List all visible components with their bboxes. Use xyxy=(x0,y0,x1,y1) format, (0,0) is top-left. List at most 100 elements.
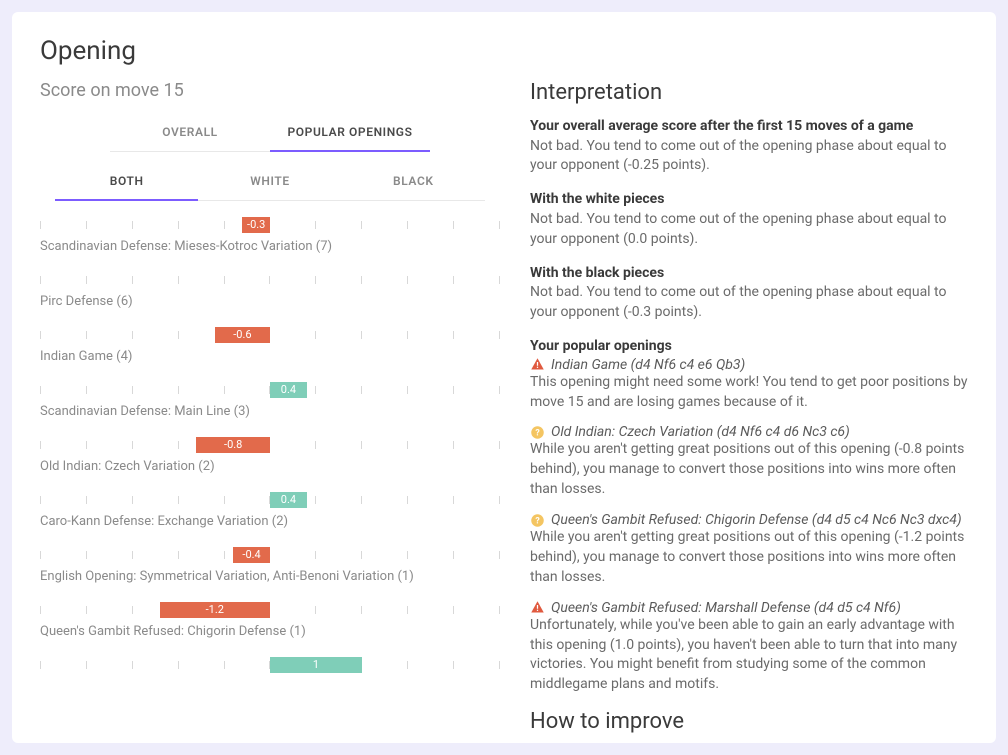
tick xyxy=(361,551,362,559)
tick xyxy=(178,386,179,394)
tick xyxy=(453,221,454,229)
question-icon: ? xyxy=(530,513,545,528)
chart-row: -1.2 Queen's Gambit Refused: Chigorin Def… xyxy=(40,600,500,639)
tick xyxy=(132,276,133,284)
question-icon: ? xyxy=(530,425,545,440)
opening-label: Old Indian: Czech Variation (2) xyxy=(40,459,500,474)
tick xyxy=(315,441,316,449)
tick xyxy=(178,551,179,559)
opening-callout: ?Queen's Gambit Refused: Chigorin Defens… xyxy=(530,512,968,588)
tick xyxy=(40,386,41,394)
chart-bar: 0.4 xyxy=(270,382,307,398)
tick xyxy=(40,331,41,339)
block-text: Not bad. You tend to come out of the ope… xyxy=(530,283,968,323)
block-title: With the black pieces xyxy=(530,264,968,284)
tick xyxy=(361,496,362,504)
opening-label: Scandinavian Defense: Main Line (3) xyxy=(40,404,500,419)
tick xyxy=(407,331,408,339)
chart-ticks xyxy=(40,215,500,235)
chart-track: -0.8 xyxy=(40,435,500,455)
chart-track: 0.4 xyxy=(40,490,500,510)
tick xyxy=(361,606,362,614)
tick xyxy=(40,496,41,504)
tick xyxy=(86,661,87,669)
tick xyxy=(40,661,41,669)
tick xyxy=(40,606,41,614)
tick xyxy=(499,606,500,614)
tick xyxy=(453,606,454,614)
block-title: With the white pieces xyxy=(530,190,968,210)
tick xyxy=(315,606,316,614)
tick xyxy=(40,441,41,449)
chart-subtitle: Score on move 15 xyxy=(40,80,500,101)
chart-row: -0.3 Scandinavian Defense: Mieses-Kotroc … xyxy=(40,215,500,254)
tabs-primary: OVERALLPOPULAR OPENINGS xyxy=(110,111,430,152)
block-text: Not bad. You tend to come out of the ope… xyxy=(530,210,968,250)
tick xyxy=(453,661,454,669)
tick xyxy=(86,551,87,559)
tick xyxy=(178,331,179,339)
tick xyxy=(407,441,408,449)
tick xyxy=(499,276,500,284)
tick xyxy=(315,221,316,229)
tab-primary-popular-openings[interactable]: POPULAR OPENINGS xyxy=(270,111,430,151)
tick xyxy=(40,276,41,284)
chart-ticks xyxy=(40,600,500,620)
tick xyxy=(178,441,179,449)
opening-label: Scandinavian Defense: Mieses-Kotroc Vari… xyxy=(40,239,500,254)
tab-secondary-both[interactable]: BOTH xyxy=(55,160,198,200)
tick xyxy=(407,606,408,614)
tab-secondary-white[interactable]: WHITE xyxy=(198,160,341,200)
opening-label: Queen's Gambit Refused: Chigorin Defense… xyxy=(40,624,500,639)
svg-text:?: ? xyxy=(535,429,540,439)
chart-track: -0.4 xyxy=(40,545,500,565)
tick xyxy=(407,276,408,284)
tick xyxy=(453,386,454,394)
chart-track: -0.3 xyxy=(40,215,500,235)
opening-label: Indian Game (4) xyxy=(40,349,500,364)
chart-column: Score on move 15 OVERALLPOPULAR OPENINGS… xyxy=(40,80,500,734)
tab-secondary-black[interactable]: BLACK xyxy=(342,160,485,200)
page-title: Opening xyxy=(40,36,968,66)
tick xyxy=(453,276,454,284)
callout-head: ?Old Indian: Czech Variation (d4 Nf6 c4 … xyxy=(530,424,968,440)
chart-track: 0.4 xyxy=(40,380,500,400)
tick xyxy=(132,441,133,449)
tick xyxy=(86,441,87,449)
chart-bar: -0.6 xyxy=(215,327,270,343)
tick xyxy=(86,221,87,229)
tick xyxy=(224,661,225,669)
tick xyxy=(361,386,362,394)
tick xyxy=(453,496,454,504)
tick xyxy=(132,331,133,339)
tick xyxy=(132,221,133,229)
tick xyxy=(407,496,408,504)
callout-text: Unfortunately, while you've been able to… xyxy=(530,616,968,696)
popular-openings-heading: Your popular openings xyxy=(530,337,968,357)
block-text: Not bad. You tend to come out of the ope… xyxy=(530,137,968,177)
chart-bar: -1.2 xyxy=(160,602,270,618)
opening-callout: ?Old Indian: Czech Variation (d4 Nf6 c4 … xyxy=(530,424,968,500)
chart-bar: -0.8 xyxy=(196,437,270,453)
tick xyxy=(224,386,225,394)
chart-ticks xyxy=(40,270,500,290)
tick xyxy=(132,551,133,559)
opening-card: Opening Score on move 15 OVERALLPOPULAR … xyxy=(12,12,996,743)
tick xyxy=(453,331,454,339)
warning-icon xyxy=(530,357,545,372)
tab-primary-overall[interactable]: OVERALL xyxy=(110,111,270,151)
chart-bar: -0.4 xyxy=(233,547,270,563)
chart-row: -0.6 Indian Game (4) xyxy=(40,325,500,364)
tick xyxy=(453,551,454,559)
interpretation-block: With the white piecesNot bad. You tend t… xyxy=(530,190,968,249)
chart-row: Pirc Defense (6) xyxy=(40,270,500,309)
chart-row: -0.4English Opening: Symmetrical Variati… xyxy=(40,545,500,584)
chart-track: -0.6 xyxy=(40,325,500,345)
tick xyxy=(499,441,500,449)
chart-ticks xyxy=(40,435,500,455)
tick xyxy=(224,496,225,504)
tick xyxy=(361,441,362,449)
callout-text: This opening might need some work! You t… xyxy=(530,373,968,413)
chart-track xyxy=(40,270,500,290)
tick xyxy=(499,331,500,339)
